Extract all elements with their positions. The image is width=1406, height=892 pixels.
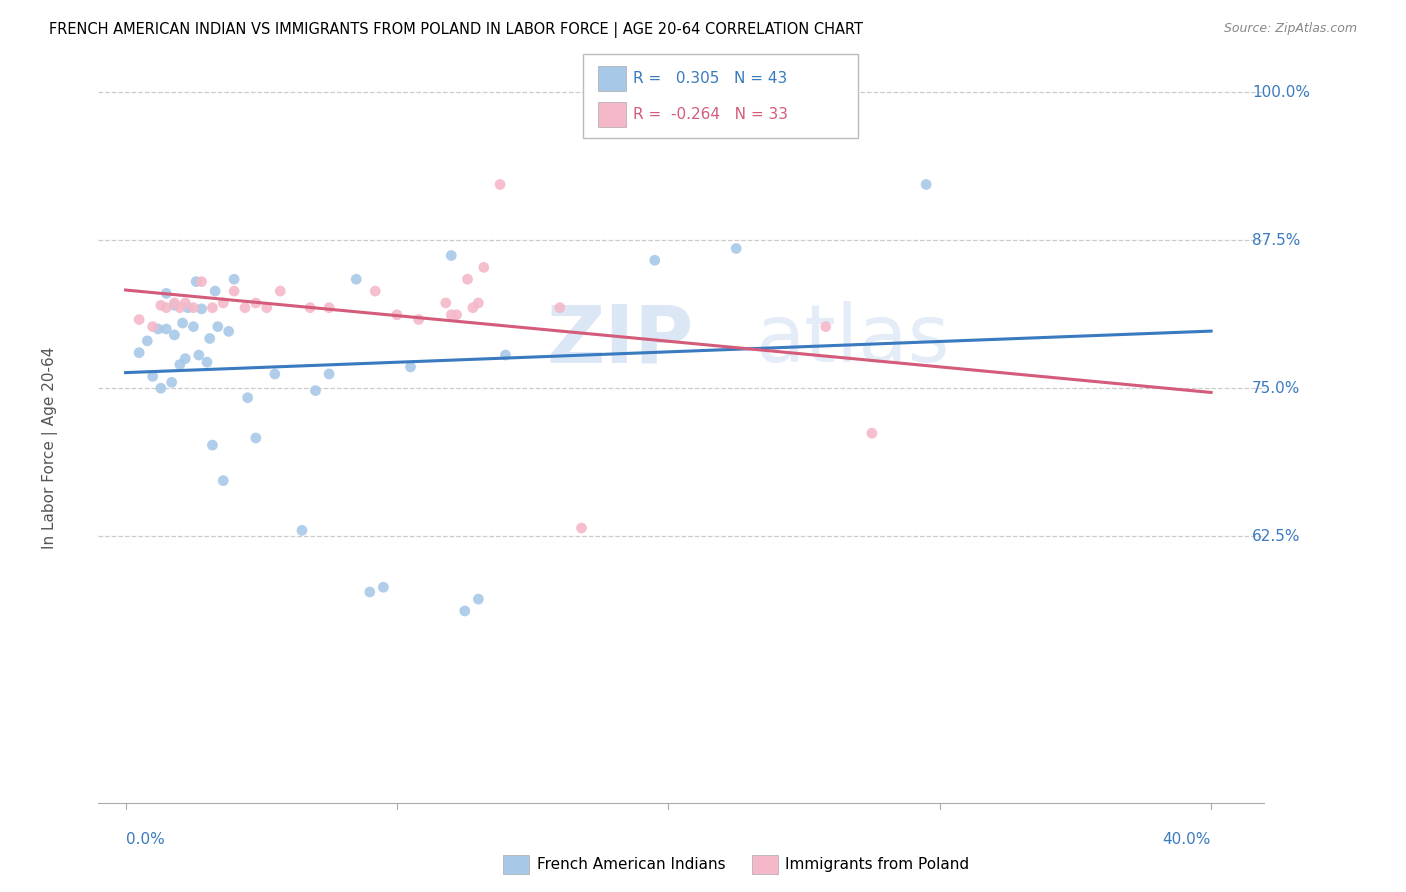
Point (163, 327, 186, 342)
Point (201, 301, 224, 315)
Text: R =   0.305   N = 43: R = 0.305 N = 43 (633, 71, 787, 86)
Point (128, 345, 150, 359)
Point (263, 367, 285, 381)
Point (163, 298, 186, 312)
Point (174, 296, 197, 310)
Point (172, 316, 194, 330)
Point (548, 301, 571, 315)
Point (644, 253, 666, 268)
Point (344, 272, 367, 286)
Point (155, 301, 177, 315)
Point (495, 348, 517, 362)
Point (149, 381, 172, 395)
Point (212, 296, 235, 310)
Point (155, 286, 177, 301)
Text: 100.0%: 100.0% (1251, 85, 1310, 100)
Point (399, 359, 422, 374)
Point (224, 272, 246, 286)
Point (218, 324, 240, 338)
Text: In Labor Force | Age 20-64: In Labor Force | Age 20-64 (42, 346, 58, 549)
Point (190, 301, 212, 316)
Point (224, 284, 246, 298)
Point (434, 296, 457, 310)
Point (245, 431, 267, 445)
Point (299, 301, 322, 315)
Point (446, 308, 468, 322)
Point (440, 248, 463, 262)
Point (190, 275, 212, 289)
Text: 40.0%: 40.0% (1163, 832, 1211, 847)
Point (195, 355, 218, 369)
Point (177, 301, 200, 315)
Point (169, 358, 191, 372)
Point (860, 426, 883, 441)
Point (467, 592, 489, 607)
Point (142, 319, 165, 334)
Point (408, 312, 430, 326)
Point (814, 319, 837, 334)
Point (184, 275, 207, 289)
Point (142, 369, 165, 384)
Point (163, 296, 186, 310)
Point (725, 242, 748, 256)
Point (256, 301, 278, 315)
Point (269, 284, 291, 298)
Point (915, 178, 938, 192)
Point (359, 585, 381, 599)
Point (201, 438, 224, 452)
Point (169, 301, 191, 315)
Point (160, 376, 183, 390)
Point (146, 322, 169, 336)
Text: 0.0%: 0.0% (125, 832, 165, 847)
Point (212, 474, 235, 488)
Point (207, 319, 229, 334)
Point (440, 308, 463, 322)
Point (128, 312, 150, 326)
Point (457, 272, 479, 286)
Point (136, 334, 159, 348)
Text: R =  -0.264   N = 33: R = -0.264 N = 33 (633, 107, 787, 121)
Point (304, 384, 326, 398)
Point (183, 319, 205, 334)
Text: ZIP: ZIP (546, 301, 693, 379)
Point (454, 604, 477, 618)
Point (198, 331, 221, 345)
Point (364, 284, 387, 298)
Point (236, 391, 259, 405)
Point (174, 351, 197, 366)
Point (318, 367, 340, 381)
Point (489, 178, 512, 192)
Text: French American Indians: French American Indians (537, 857, 725, 871)
Point (373, 580, 395, 594)
Point (291, 524, 314, 538)
Point (183, 301, 205, 315)
Point (233, 301, 256, 315)
Point (467, 296, 489, 310)
Point (149, 298, 172, 312)
Point (461, 301, 484, 315)
Text: Source: ZipAtlas.com: Source: ZipAtlas.com (1223, 22, 1357, 36)
Text: Immigrants from Poland: Immigrants from Poland (785, 857, 969, 871)
Point (155, 322, 177, 336)
Text: 62.5%: 62.5% (1251, 529, 1301, 544)
Text: atlas: atlas (755, 301, 949, 379)
Text: FRENCH AMERICAN INDIAN VS IMMIGRANTS FROM POLAND IN LABOR FORCE | AGE 20-64 CORR: FRENCH AMERICAN INDIAN VS IMMIGRANTS FRO… (49, 22, 863, 38)
Point (204, 284, 226, 298)
Text: 87.5%: 87.5% (1251, 233, 1301, 248)
Point (318, 301, 340, 315)
Point (245, 296, 267, 310)
Point (571, 521, 593, 535)
Point (187, 348, 209, 362)
Point (472, 260, 495, 275)
Text: 75.0%: 75.0% (1251, 381, 1301, 396)
Point (385, 308, 408, 322)
